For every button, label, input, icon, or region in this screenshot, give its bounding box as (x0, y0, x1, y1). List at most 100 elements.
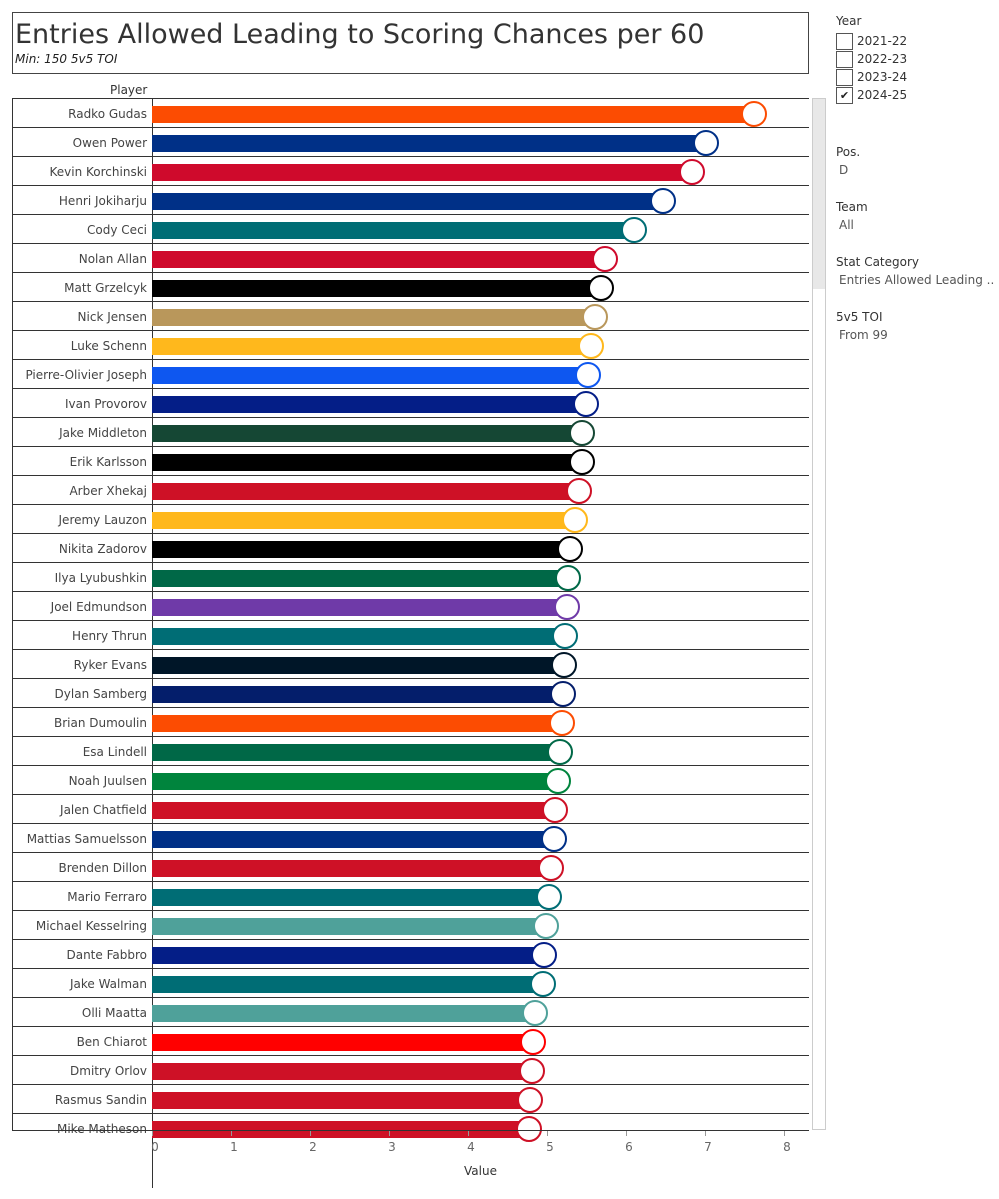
toi-filter-value[interactable]: From 99 (839, 328, 888, 342)
canadiens-logo-icon (566, 478, 593, 504)
year-option[interactable]: 2021-22 (836, 32, 996, 50)
table-row[interactable]: Ben Chiarot (12, 1026, 809, 1055)
bar[interactable] (152, 860, 552, 877)
table-row[interactable]: Ivan Provorov (12, 388, 809, 417)
bar[interactable] (152, 686, 564, 703)
bar[interactable] (152, 831, 555, 848)
table-row[interactable]: Arber Xhekaj (12, 475, 809, 504)
bar[interactable] (152, 744, 562, 761)
table-row[interactable]: Jalen Chatfield (12, 794, 809, 823)
bar[interactable] (152, 1034, 535, 1051)
checkbox-checked-icon[interactable]: ✔ (836, 86, 853, 104)
table-row[interactable]: Nolan Allan (12, 243, 809, 272)
bar[interactable] (152, 483, 581, 500)
bar[interactable] (152, 280, 603, 297)
bar[interactable] (152, 193, 664, 210)
table-row[interactable]: Rasmus Sandin (12, 1084, 809, 1113)
checkbox-icon[interactable] (836, 50, 853, 68)
capitals-logo-icon (517, 1087, 544, 1113)
bar[interactable] (152, 657, 566, 674)
table-row[interactable]: Erik Karlsson (12, 446, 809, 475)
table-row[interactable]: Nikita Zadorov (12, 533, 809, 562)
bar[interactable] (152, 802, 557, 819)
pos-filter-value[interactable]: D (839, 163, 849, 177)
jets-logo-icon (549, 681, 576, 707)
year-option[interactable]: 2022-23 (836, 50, 996, 68)
checkbox-icon[interactable] (836, 68, 853, 86)
scrollbar-thumb[interactable] (813, 99, 825, 289)
canucks-logo-icon (544, 768, 571, 794)
table-row[interactable]: Olli Maatta (12, 997, 809, 1026)
table-row[interactable]: Noah Juulsen (12, 765, 809, 794)
bar[interactable] (152, 338, 593, 355)
bar[interactable] (152, 512, 577, 529)
bar[interactable] (152, 454, 584, 471)
table-row[interactable]: Brenden Dillon (12, 852, 809, 881)
year-option[interactable]: ✔ 2024-25 (836, 86, 996, 104)
pos-filter[interactable]: Pos. D (836, 145, 996, 177)
player-label: Ilya Lyubushkin (54, 571, 147, 585)
table-row[interactable]: Jake Middleton (12, 417, 809, 446)
table-row[interactable]: Ryker Evans (12, 649, 809, 678)
table-row[interactable]: Mattias Samuelsson (12, 823, 809, 852)
table-row[interactable]: Ilya Lyubushkin (12, 562, 809, 591)
table-row[interactable]: Owen Power (12, 127, 809, 156)
table-row[interactable]: Jeremy Lauzon (12, 504, 809, 533)
table-row[interactable]: Luke Schenn (12, 330, 809, 359)
player-column-header[interactable]: Player (110, 83, 148, 97)
player-label: Jeremy Lauzon (58, 513, 147, 527)
bar[interactable] (152, 1063, 533, 1080)
bar[interactable] (152, 599, 568, 616)
bar[interactable] (152, 367, 589, 384)
table-row[interactable]: Pierre-Olivier Joseph (12, 359, 809, 388)
bar[interactable] (152, 773, 559, 790)
table-row[interactable]: Dante Fabbro (12, 939, 809, 968)
stat-filter-value[interactable]: Entries Allowed Leading .. (839, 273, 995, 287)
bar[interactable] (152, 135, 707, 152)
team-filter-value[interactable]: All (839, 218, 854, 232)
bar[interactable] (152, 164, 694, 181)
checkbox-icon[interactable] (836, 32, 853, 50)
table-row[interactable]: Cody Ceci (12, 214, 809, 243)
table-row[interactable]: Michael Kesselring (12, 910, 809, 939)
bar[interactable] (152, 570, 570, 587)
table-row[interactable]: Mike Matheson (12, 1113, 809, 1142)
bar[interactable] (152, 1092, 532, 1109)
table-row[interactable]: Matt Grzelcyk (12, 272, 809, 301)
table-row[interactable]: Brian Dumoulin (12, 707, 809, 736)
table-row[interactable]: Jake Walman (12, 968, 809, 997)
toi-filter[interactable]: 5v5 TOI From 99 (836, 310, 996, 342)
table-row[interactable]: Nick Jensen (12, 301, 809, 330)
bar[interactable] (152, 106, 755, 123)
bar[interactable] (152, 918, 547, 935)
bar[interactable] (152, 251, 607, 268)
table-row[interactable]: Mario Ferraro (12, 881, 809, 910)
table-row[interactable]: Joel Edmundson (12, 591, 809, 620)
bar[interactable] (152, 976, 544, 993)
player-label: Mario Ferraro (67, 890, 147, 904)
sharks-logo-icon (621, 217, 648, 243)
stat-filter[interactable]: Stat Category Entries Allowed Leading .. (836, 255, 996, 287)
bar[interactable] (152, 628, 566, 645)
table-row[interactable]: Dmitry Orlov (12, 1055, 809, 1084)
bar[interactable] (152, 222, 636, 239)
table-row[interactable]: Henry Thrun (12, 620, 809, 649)
year-option[interactable]: 2023-24 (836, 68, 996, 86)
bluejackets-logo-icon (531, 942, 558, 968)
team-filter[interactable]: Team All (836, 200, 996, 232)
table-row[interactable]: Kevin Korchinski (12, 156, 809, 185)
table-row[interactable]: Dylan Samberg (12, 678, 809, 707)
table-row[interactable]: Radko Gudas (12, 98, 809, 127)
bar[interactable] (152, 1121, 530, 1138)
bar[interactable] (152, 396, 587, 413)
bar[interactable] (152, 425, 584, 442)
table-row[interactable]: Henri Jokiharju (12, 185, 809, 214)
bar[interactable] (152, 889, 551, 906)
bar[interactable] (152, 309, 596, 326)
bar[interactable] (152, 715, 563, 732)
chart-scrollbar[interactable] (812, 98, 826, 1130)
bar[interactable] (152, 947, 546, 964)
bar[interactable] (152, 541, 571, 558)
table-row[interactable]: Esa Lindell (12, 736, 809, 765)
bar[interactable] (152, 1005, 536, 1022)
